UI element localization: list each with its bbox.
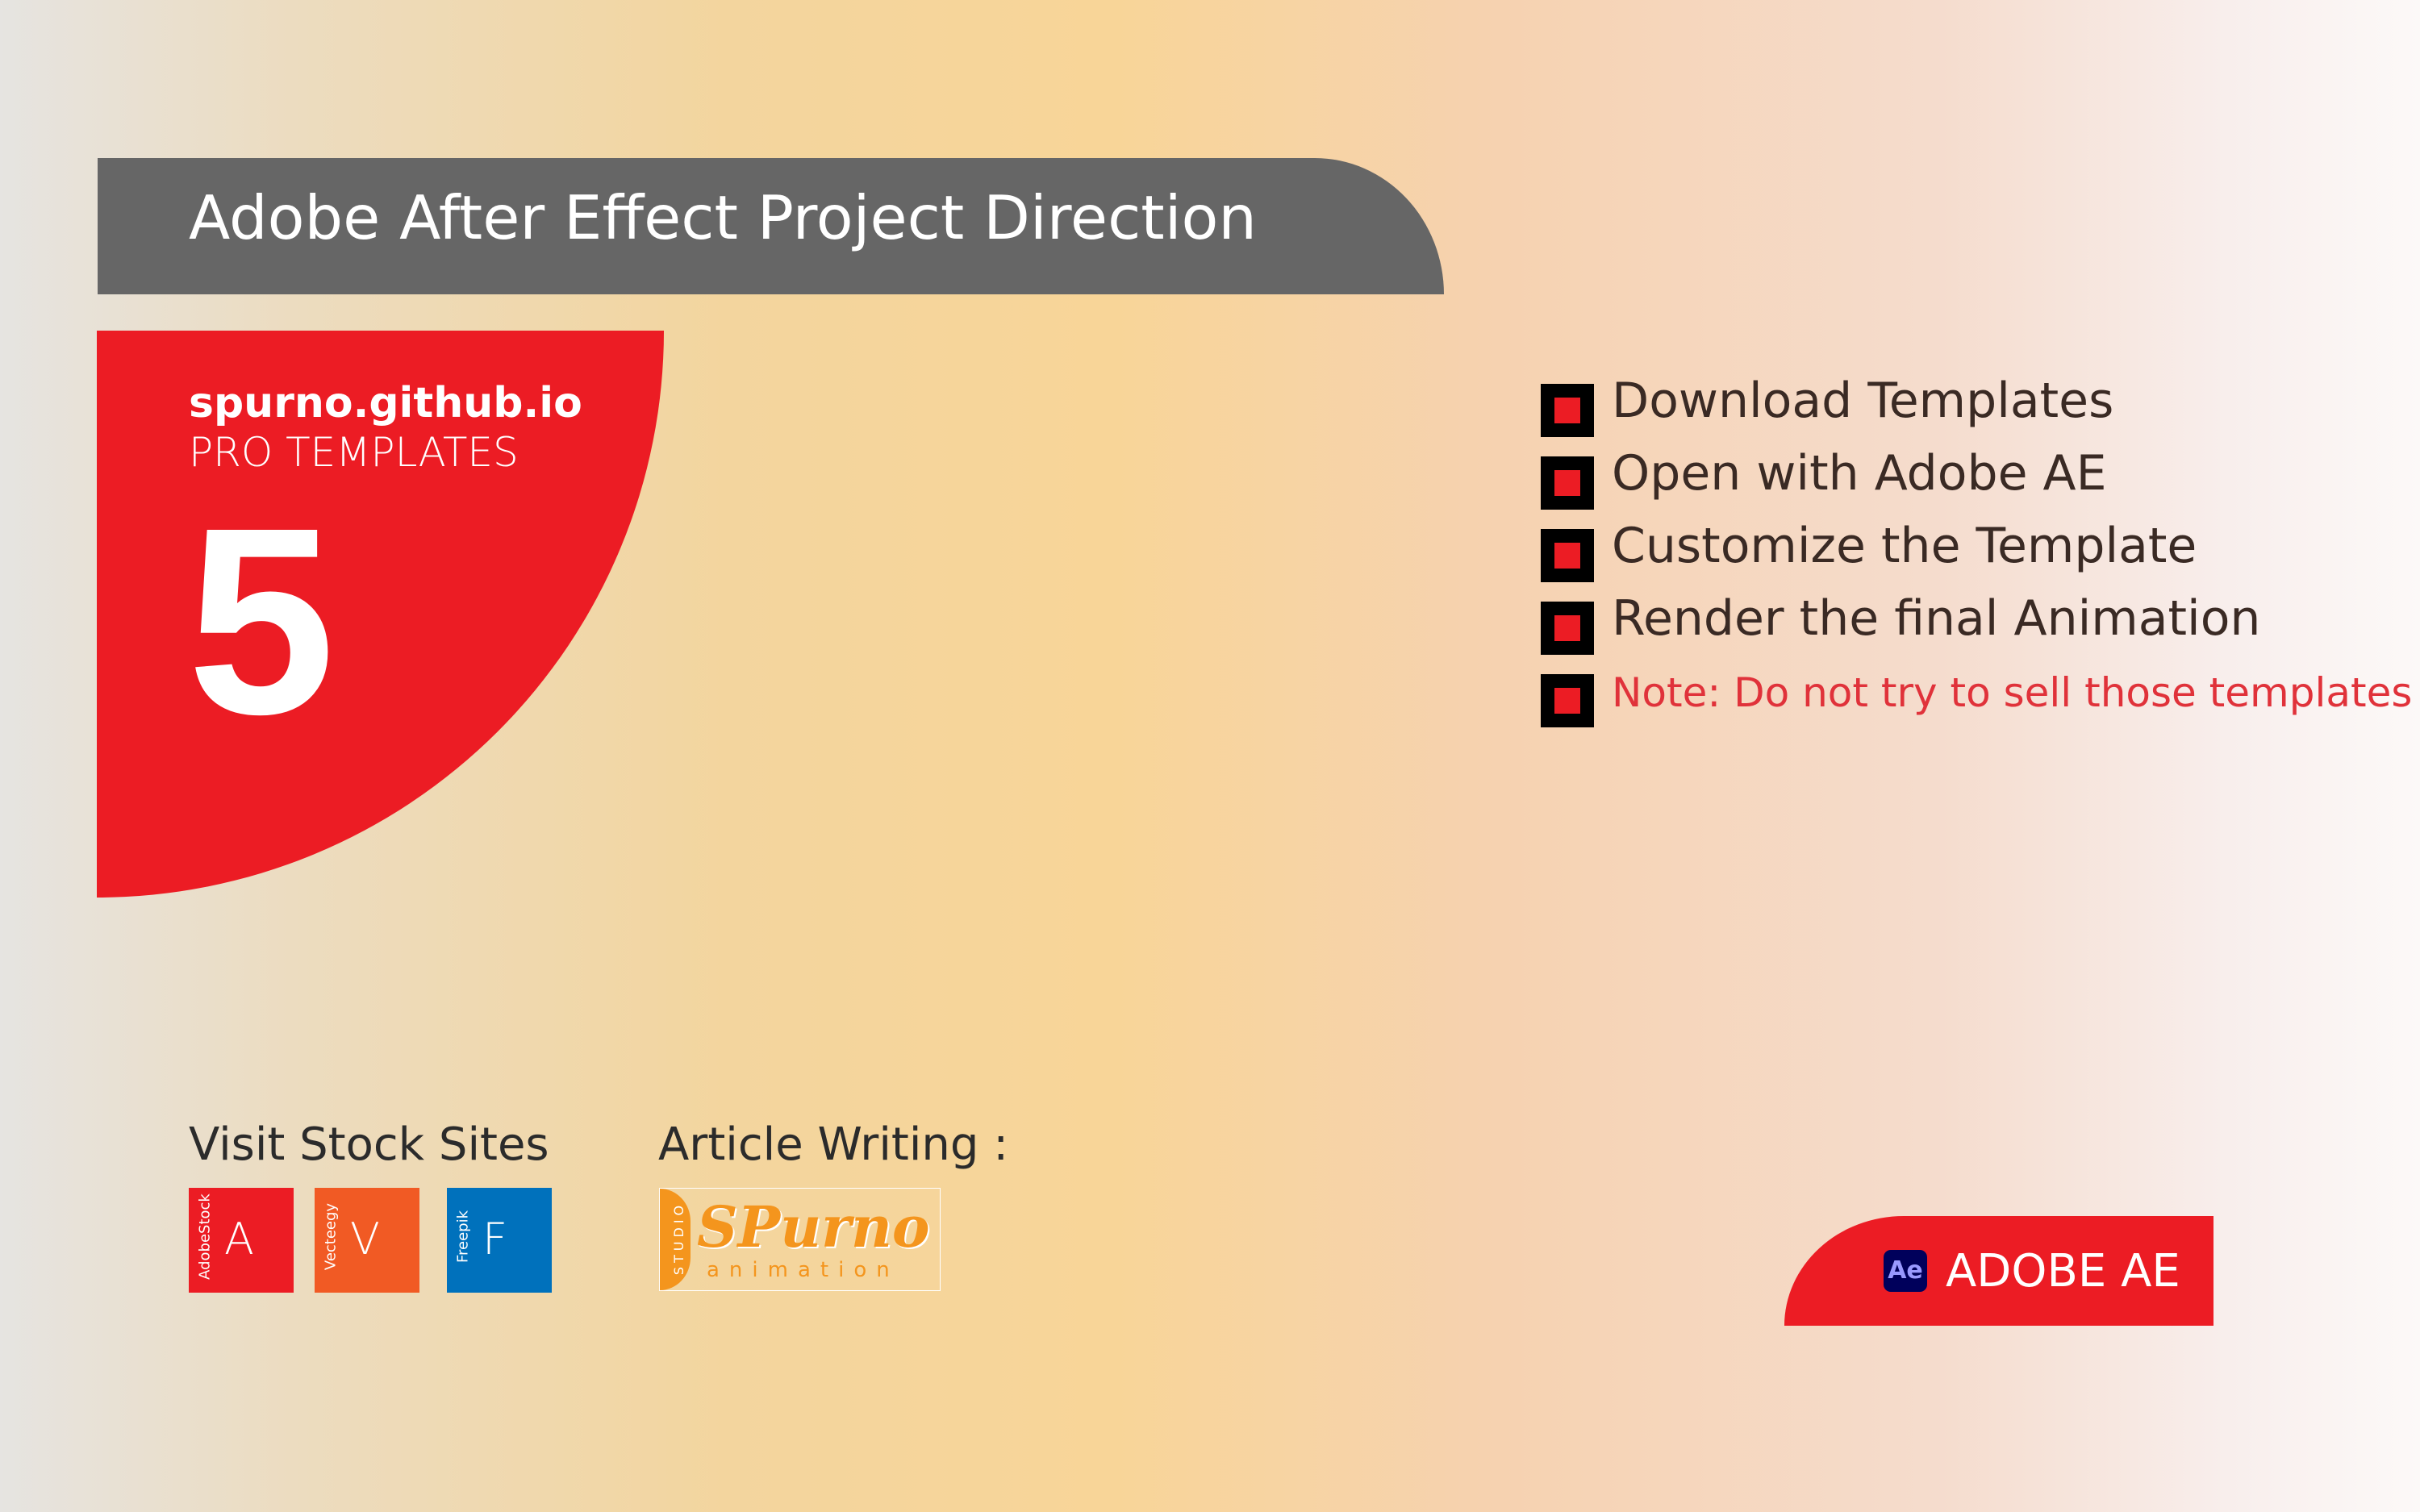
checkbox-icon <box>1541 674 1594 727</box>
tile-letter: V <box>350 1214 380 1264</box>
tile-side-label: Freepik <box>454 1210 472 1264</box>
checkbox-icon <box>1541 529 1594 582</box>
article-writing-title: Article Writing : <box>658 1118 1009 1171</box>
logo-studio-text: STUDIO <box>671 1201 687 1276</box>
checkbox-icon <box>1541 456 1594 510</box>
tile-letter: A <box>224 1214 254 1264</box>
panel-subtitle: PRO TEMPLATES <box>189 429 519 476</box>
adobe-ae-label: ADOBE AE <box>1946 1245 2180 1297</box>
header-bar <box>98 158 1444 294</box>
tile-side-label: Vecteegy <box>322 1202 340 1271</box>
checkbox-icon <box>1541 384 1594 437</box>
tile-side-label: AdobeStock <box>196 1193 214 1280</box>
checkbox-icon <box>1541 602 1594 655</box>
note-text: Note: Do not try to sell those templates <box>1612 669 2413 716</box>
step-text: Render the final Animation <box>1612 590 2261 647</box>
logo-brand-text: SPurno <box>697 1193 930 1260</box>
stock-sites-title: Visit Stock Sites <box>189 1118 549 1171</box>
logo-tagline: animation <box>707 1258 899 1282</box>
page-title: Adobe After Effect Project Direction <box>189 182 1257 253</box>
spurno-studio-logo[interactable]: STUDIO SPurno animation <box>659 1188 941 1291</box>
after-effects-icon: Ae <box>1884 1250 1927 1292</box>
vecteezy-link[interactable]: Vecteegy V <box>315 1188 419 1293</box>
step-text: Open with Adobe AE <box>1612 445 2107 502</box>
step-text: Download Templates <box>1612 373 2114 429</box>
step-text: Customize the Template <box>1612 518 2197 574</box>
adobe-ae-badge <box>1784 1216 2213 1326</box>
adobestock-link[interactable]: AdobeStock A <box>189 1188 294 1293</box>
tile-letter: F <box>482 1214 508 1264</box>
freepik-link[interactable]: Freepik F <box>447 1188 552 1293</box>
site-url[interactable]: spurno.github.io <box>189 379 582 427</box>
step-number: 5 <box>187 472 336 769</box>
